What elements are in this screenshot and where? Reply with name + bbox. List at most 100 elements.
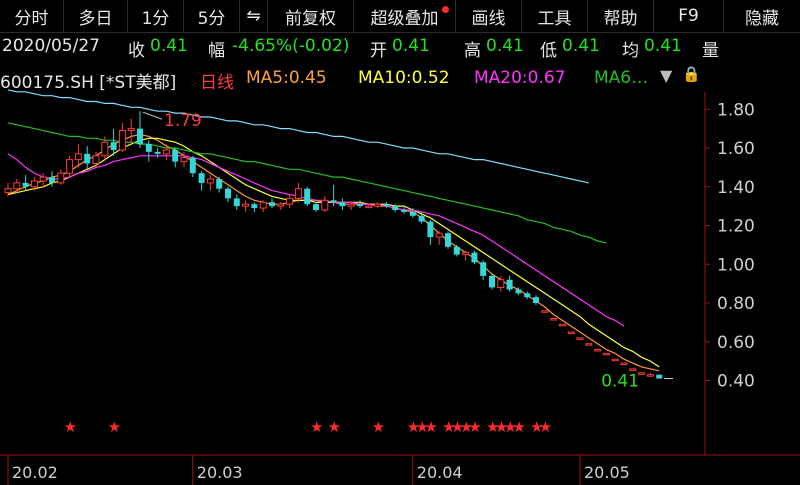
tab-5min[interactable]: 5分 bbox=[184, 0, 240, 32]
candle-body bbox=[611, 358, 619, 362]
high-value: 0.41 bbox=[486, 36, 524, 56]
open-label: 开 bbox=[370, 41, 387, 61]
tab-multi-day[interactable]: 多日 bbox=[64, 0, 128, 32]
f9-button[interactable]: F9 bbox=[654, 0, 724, 32]
ma5-label: MA5:0.45 bbox=[246, 68, 327, 88]
candle-body bbox=[294, 188, 302, 199]
lock-icon[interactable]: 🔒 bbox=[682, 65, 701, 83]
y-tick-label: 1.00 bbox=[717, 255, 755, 275]
candle-body bbox=[172, 149, 179, 162]
x-tick-label: 20.05 bbox=[584, 463, 630, 482]
candle-body bbox=[206, 178, 214, 184]
tab-intraday[interactable]: 分时 bbox=[0, 0, 64, 32]
signal-star-icon: ★ bbox=[416, 418, 429, 436]
candle-body bbox=[506, 279, 513, 290]
ma10-label: MA10:0.52 bbox=[358, 68, 450, 88]
y-tick-label: 0.60 bbox=[717, 333, 755, 353]
draw-line-button[interactable]: 画线 bbox=[456, 0, 522, 32]
candle-body bbox=[189, 157, 196, 174]
candle-body bbox=[233, 198, 240, 207]
candle-body bbox=[110, 142, 117, 150]
candle-body bbox=[101, 141, 109, 157]
quote-info-row: 2020/05/27 收 0.41 幅 -4.65%(-0.02) 开 0.41… bbox=[0, 34, 800, 62]
candle-body bbox=[558, 323, 566, 327]
candle-body bbox=[489, 275, 495, 288]
signal-star-icon: ★ bbox=[108, 418, 121, 436]
signal-star-icon: ★ bbox=[486, 418, 499, 436]
y-tick-label: 1.80 bbox=[717, 100, 755, 120]
candle-body bbox=[576, 337, 584, 340]
notification-dot-icon bbox=[442, 6, 449, 13]
volume-label: 量 bbox=[702, 41, 719, 61]
signal-star-icon: ★ bbox=[504, 418, 517, 436]
signal-star-icon: ★ bbox=[468, 418, 481, 436]
y-tick-label: 1.40 bbox=[717, 178, 755, 198]
candle-body bbox=[269, 202, 275, 207]
candle-body bbox=[74, 153, 82, 161]
candle-body bbox=[198, 173, 205, 183]
change-label: 幅 bbox=[208, 41, 225, 61]
x-tick-label: 20.04 bbox=[417, 463, 463, 482]
candle-body bbox=[550, 318, 558, 321]
close-label: 收 bbox=[128, 41, 145, 61]
help-button[interactable]: 帮助 bbox=[588, 0, 654, 32]
candle-body bbox=[418, 215, 425, 222]
candle-body bbox=[127, 128, 135, 132]
x-tick-label: 20.02 bbox=[12, 463, 58, 482]
x-tick-label: 20.03 bbox=[197, 463, 243, 482]
forward-adjust-button[interactable]: 前复权 bbox=[268, 0, 354, 32]
y-tick-label: 0.80 bbox=[717, 294, 755, 314]
signal-star-icon: ★ bbox=[424, 418, 437, 436]
last-price-label: 0.41 bbox=[601, 372, 639, 392]
tab-1min[interactable]: 1分 bbox=[128, 0, 184, 32]
candle-body bbox=[480, 262, 487, 276]
candle-body bbox=[339, 202, 346, 207]
ma20-label: MA20:0.67 bbox=[474, 68, 566, 88]
signal-star-icon: ★ bbox=[512, 418, 525, 436]
signal-star-icon: ★ bbox=[407, 418, 420, 436]
signal-star-icon: ★ bbox=[328, 418, 341, 436]
candle-body bbox=[374, 203, 382, 207]
candle-body bbox=[154, 151, 161, 154]
candle-body bbox=[409, 211, 416, 216]
candle-body bbox=[39, 176, 47, 182]
candle-body bbox=[225, 188, 231, 199]
ma-line-ma20 bbox=[7, 153, 625, 327]
candle-body bbox=[304, 188, 311, 205]
candle-body bbox=[629, 368, 637, 371]
y-tick-label: 1.20 bbox=[717, 217, 755, 237]
candle-body bbox=[585, 343, 593, 346]
candle-body bbox=[392, 206, 399, 210]
period-switch-icon[interactable]: ⇋ bbox=[240, 0, 268, 32]
candle-body bbox=[602, 352, 610, 356]
candle-body bbox=[445, 233, 451, 247]
candle-body bbox=[57, 172, 65, 184]
overlay-label: 超级叠加 bbox=[370, 8, 439, 29]
candle-body bbox=[92, 155, 100, 164]
toolbar: 分时 多日 1分 5分 ⇋ 前复权 超级叠加 画线 工具 帮助 F9 隐藏 bbox=[0, 0, 800, 33]
overlay-button[interactable]: 超级叠加 bbox=[354, 0, 456, 32]
candle-body bbox=[242, 203, 250, 207]
tools-button[interactable]: 工具 bbox=[522, 0, 588, 32]
collapse-triangle-icon[interactable]: ▼ bbox=[660, 66, 673, 85]
low-value: 0.41 bbox=[562, 36, 600, 56]
candle-body bbox=[656, 374, 663, 379]
hide-button[interactable]: 隐藏 bbox=[745, 8, 779, 29]
signal-star-icon: ★ bbox=[442, 418, 455, 436]
high-label: 高 bbox=[464, 41, 481, 61]
signal-star-icon: ★ bbox=[495, 418, 508, 436]
signal-star-icon: ★ bbox=[64, 418, 77, 436]
signal-star-icon: ★ bbox=[530, 418, 543, 436]
low-label: 低 bbox=[540, 41, 557, 61]
candle-body bbox=[321, 199, 329, 211]
candle-body bbox=[365, 205, 373, 209]
candle-body bbox=[277, 203, 285, 207]
candle-body bbox=[383, 204, 390, 207]
signal-star-icon: ★ bbox=[460, 418, 473, 436]
signal-star-icon: ★ bbox=[539, 418, 552, 436]
avg-label: 均 bbox=[622, 41, 639, 61]
candle-body bbox=[524, 293, 531, 298]
candle-body bbox=[541, 310, 549, 313]
candle-body bbox=[462, 252, 470, 256]
